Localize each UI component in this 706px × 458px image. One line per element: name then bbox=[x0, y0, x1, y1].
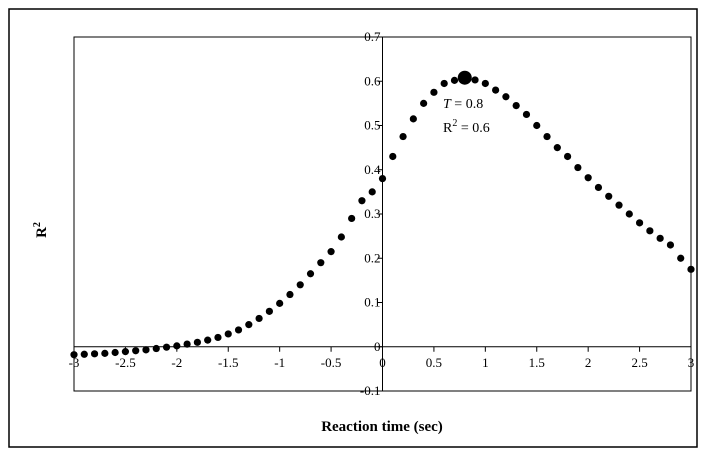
x-tick-label: 1.5 bbox=[529, 355, 545, 370]
y-tick-label: 0.5 bbox=[364, 118, 380, 133]
data-point bbox=[543, 132, 551, 141]
annotation-sup-r: 2 bbox=[452, 118, 457, 129]
annotation-value-t: = 0.8 bbox=[451, 97, 483, 112]
data-point bbox=[450, 76, 459, 84]
x-tick-label: -2.5 bbox=[115, 355, 136, 370]
y-tick-label: 0.4 bbox=[364, 162, 381, 177]
y-tick-label: 0.7 bbox=[364, 29, 381, 44]
data-point bbox=[615, 201, 623, 209]
y-tick-label: 0.6 bbox=[364, 73, 381, 88]
annotation-var-r: R bbox=[443, 121, 453, 136]
data-point bbox=[574, 163, 582, 172]
data-point bbox=[327, 248, 335, 256]
data-point bbox=[502, 93, 510, 101]
x-tick-label: 1 bbox=[482, 355, 489, 370]
data-point bbox=[666, 241, 675, 249]
x-tick-label: -1 bbox=[274, 355, 285, 370]
y-tick-label: 0 bbox=[374, 339, 381, 354]
data-point bbox=[564, 152, 572, 161]
annotation-var-t: T bbox=[443, 97, 452, 112]
annotation-line-1: T = 0.8 bbox=[443, 97, 483, 112]
data-point bbox=[533, 121, 541, 130]
data-point bbox=[183, 340, 191, 348]
data-point bbox=[420, 99, 428, 107]
data-point bbox=[677, 254, 685, 262]
data-point bbox=[594, 183, 603, 192]
data-point bbox=[286, 290, 294, 299]
data-point bbox=[245, 321, 253, 329]
data-point bbox=[337, 233, 345, 241]
annotation-line-2: R2 = 0.6 bbox=[443, 118, 490, 136]
data-point bbox=[255, 314, 263, 323]
data-point bbox=[214, 333, 222, 342]
data-point bbox=[656, 234, 664, 242]
data-point bbox=[142, 346, 150, 354]
data-point bbox=[101, 349, 109, 357]
x-tick-label: 0 bbox=[379, 355, 386, 370]
data-point bbox=[162, 343, 171, 351]
data-point bbox=[646, 227, 654, 235]
data-point bbox=[471, 76, 479, 84]
data-point bbox=[687, 265, 695, 273]
data-point bbox=[173, 342, 181, 350]
data-point bbox=[224, 330, 232, 338]
data-point bbox=[70, 351, 78, 359]
y-axis-title-superscript: 2 bbox=[32, 222, 43, 227]
y-axis-title-base: R bbox=[34, 227, 50, 238]
y-tick-label: 0.2 bbox=[364, 250, 380, 265]
y-axis-title: R2 bbox=[32, 222, 50, 238]
data-point bbox=[276, 299, 284, 307]
data-point bbox=[317, 259, 325, 267]
x-tick-label: -2 bbox=[171, 355, 182, 370]
x-tick-label: -3 bbox=[69, 355, 80, 370]
annotation-value-r: = 0.6 bbox=[457, 121, 489, 136]
data-point bbox=[399, 132, 407, 141]
data-point bbox=[193, 338, 201, 346]
data-point bbox=[389, 152, 397, 161]
data-point bbox=[90, 350, 99, 358]
data-points bbox=[70, 70, 695, 359]
data-point bbox=[80, 350, 88, 358]
data-point bbox=[409, 115, 417, 123]
data-point bbox=[296, 281, 304, 289]
data-point bbox=[152, 344, 160, 353]
data-point bbox=[234, 326, 243, 334]
peak-point bbox=[457, 70, 472, 85]
data-point bbox=[635, 219, 644, 227]
tick-labels: -3 -2.5 -2 -1.5 -1 -0.5 0 0.5 1 1.5 2 2.5 3 -0.1 0 0.1 0… bbox=[69, 29, 695, 398]
data-point bbox=[625, 210, 633, 218]
y-tick-label: -0.1 bbox=[360, 383, 381, 398]
data-point bbox=[481, 79, 489, 88]
data-point bbox=[368, 188, 376, 196]
y-tick-label: 0.1 bbox=[364, 295, 380, 310]
data-point bbox=[605, 192, 613, 200]
x-tick-label: -1.5 bbox=[218, 355, 239, 370]
data-point bbox=[440, 79, 448, 88]
data-point bbox=[584, 174, 592, 182]
data-point bbox=[306, 270, 315, 278]
data-point bbox=[111, 348, 119, 357]
data-point bbox=[204, 336, 212, 344]
data-point bbox=[512, 101, 520, 110]
x-tick-label: 2 bbox=[585, 355, 592, 370]
data-point bbox=[121, 348, 130, 356]
data-point bbox=[430, 88, 438, 96]
x-tick-label: 3 bbox=[688, 355, 695, 370]
peak-annotation: T = 0.8 R2 = 0.6 bbox=[443, 97, 490, 136]
y-tick-label: 0.3 bbox=[364, 206, 380, 221]
x-tick-label: 2.5 bbox=[631, 355, 647, 370]
data-point bbox=[492, 86, 500, 94]
x-tick-label: 0.5 bbox=[426, 355, 442, 370]
x-axis-title: Reaction time (sec) bbox=[321, 419, 443, 435]
data-point bbox=[358, 197, 366, 205]
data-point bbox=[265, 307, 273, 315]
data-point bbox=[132, 347, 140, 355]
data-point bbox=[522, 110, 531, 119]
data-point bbox=[553, 144, 561, 152]
data-point bbox=[348, 214, 356, 223]
x-tick-label: -0.5 bbox=[321, 355, 342, 370]
data-point bbox=[378, 175, 387, 183]
